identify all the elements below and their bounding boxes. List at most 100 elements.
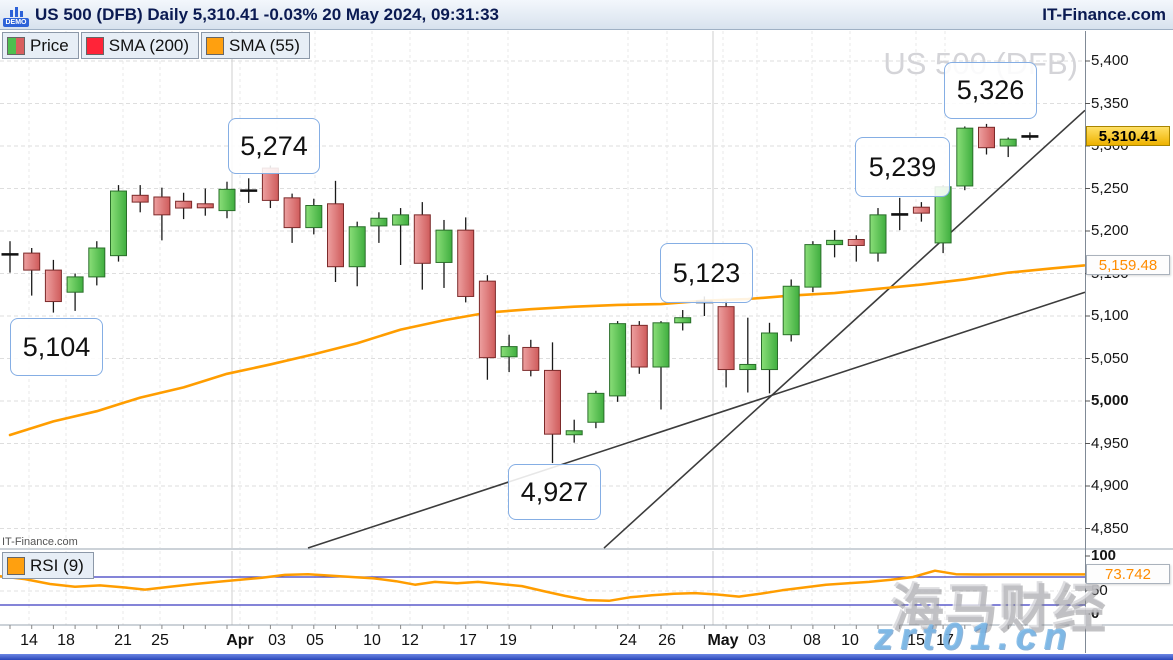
candle-up[interactable] [674,317,692,324]
candle-up[interactable] [218,188,236,212]
date-axis-label: 26 [658,632,676,649]
date-axis-label: May [707,632,739,649]
last-price-label: 5,310.41 [1086,126,1170,146]
candle-up[interactable] [999,138,1017,147]
date-axis-label: 03 [268,632,286,649]
price-axis-label: 5,000 [1091,392,1129,409]
candle-down[interactable] [23,252,41,271]
candle-up[interactable] [826,239,844,246]
candle-down[interactable] [175,200,193,209]
pivot-price-label[interactable]: 5,123 [660,243,753,303]
trendline[interactable] [603,109,1086,549]
candle-down[interactable] [478,280,496,359]
sma55-swatch-icon [206,36,225,55]
candle-down[interactable] [153,196,171,216]
price-axis-label: 5,050 [1091,349,1129,367]
candle-up[interactable] [956,127,974,187]
candle-down[interactable] [44,269,62,303]
candle-down[interactable] [131,194,149,203]
candle-up[interactable] [370,217,388,227]
date-axis-label: 10 [841,632,859,649]
pivot-price-label[interactable]: 5,239 [855,137,950,197]
candle-down[interactable] [327,203,344,268]
legend-item-sma200[interactable]: SMA (200) [80,32,200,59]
price-axis-label: 5,250 [1091,179,1129,197]
candle-up[interactable] [652,322,670,368]
pivot-price-label[interactable]: 5,274 [228,118,320,174]
candle-up[interactable] [739,363,757,371]
price-axis-label: 5,100 [1091,307,1129,324]
candle-up[interactable] [348,226,366,268]
date-axis-label: 03 [748,632,766,649]
date-axis-label: 19 [499,632,517,649]
date-axis-label: 08 [803,632,821,649]
legend-sma200-label: SMA (200) [108,35,190,55]
candle-down[interactable] [196,203,214,209]
pivot-price-label[interactable]: 5,104 [10,318,103,376]
demo-logo-icon: DEMO [3,3,29,27]
candle-up[interactable] [305,205,323,229]
date-axis-label: 17 [459,632,477,649]
rsi-legend[interactable]: RSI (9) [2,552,94,579]
candle-down[interactable] [978,126,995,149]
candle-down[interactable] [522,346,540,371]
date-axis-label: 14 [20,632,38,649]
legend-item-sma55[interactable]: SMA (55) [201,32,310,59]
candle-up[interactable] [782,285,800,336]
candle-down[interactable] [630,324,648,368]
candle-down[interactable] [457,229,475,297]
price-swatch-icon [7,36,25,55]
candle-up[interactable] [587,392,605,423]
date-axis-label: 21 [114,632,132,649]
date-axis-label: 10 [363,632,381,649]
candle-up[interactable] [609,323,627,397]
candle-up[interactable] [869,214,887,254]
candlestick-logo-glyph [3,6,29,17]
candle-up[interactable] [761,332,778,371]
date-axis-label: 25 [151,632,169,649]
price-legend: Price SMA (200) SMA (55) [2,32,310,59]
rsi-line[interactable] [0,569,1087,603]
price-axis-label: 5,200 [1091,222,1129,239]
chart-title: US 500 (DFB) Daily 5,310.41 -0.03% 20 Ma… [35,4,499,24]
candle-up[interactable] [565,430,583,436]
sma55-value-label: 5,159.48 [1086,255,1170,275]
candle-up[interactable] [804,244,822,288]
rsi-swatch-icon [7,556,25,575]
brand-link[interactable]: IT-Finance.com [1042,4,1166,24]
pivot-price-label[interactable]: 4,927 [508,464,601,520]
candle-down[interactable] [413,214,431,264]
date-axis-label: 05 [306,632,324,649]
date-axis-label: 17 [936,632,954,649]
date-axis-label: 12 [401,632,419,649]
price-axis-label: 4,900 [1091,477,1129,494]
candle-up[interactable] [392,214,410,226]
rsi-axis-label: 0 [1091,605,1100,622]
watermark-cn-text: 海马财经 [890,580,1107,638]
pivot-price-label[interactable]: 5,326 [944,62,1037,119]
rsi-axis-label: 100 [1091,547,1117,564]
sma55-line[interactable] [8,264,1086,437]
candle-down[interactable] [283,197,301,229]
candle-up[interactable] [435,229,453,263]
candle-down[interactable] [847,239,865,246]
candle-down[interactable] [544,369,561,435]
candle-up[interactable] [66,276,84,293]
candle-up[interactable] [500,346,518,358]
rsi-axis-label: 50 [1091,582,1108,599]
legend-item-price[interactable]: Price [2,32,79,59]
trendline[interactable] [307,291,1086,549]
candle-up[interactable] [110,190,127,257]
candle-up[interactable] [88,247,106,278]
date-axis-label: 24 [619,632,637,649]
candle-down[interactable] [912,206,930,214]
date-axis-label: Apr [226,632,254,649]
date-axis-label: 15 [907,632,925,649]
price-axis-label: 5,350 [1091,94,1129,112]
panel-brand-text: IT-Finance.com [2,536,78,548]
legend-price-label: Price [30,35,69,55]
candle-down[interactable] [717,306,735,371]
price-axis-label: 4,850 [1091,519,1129,537]
